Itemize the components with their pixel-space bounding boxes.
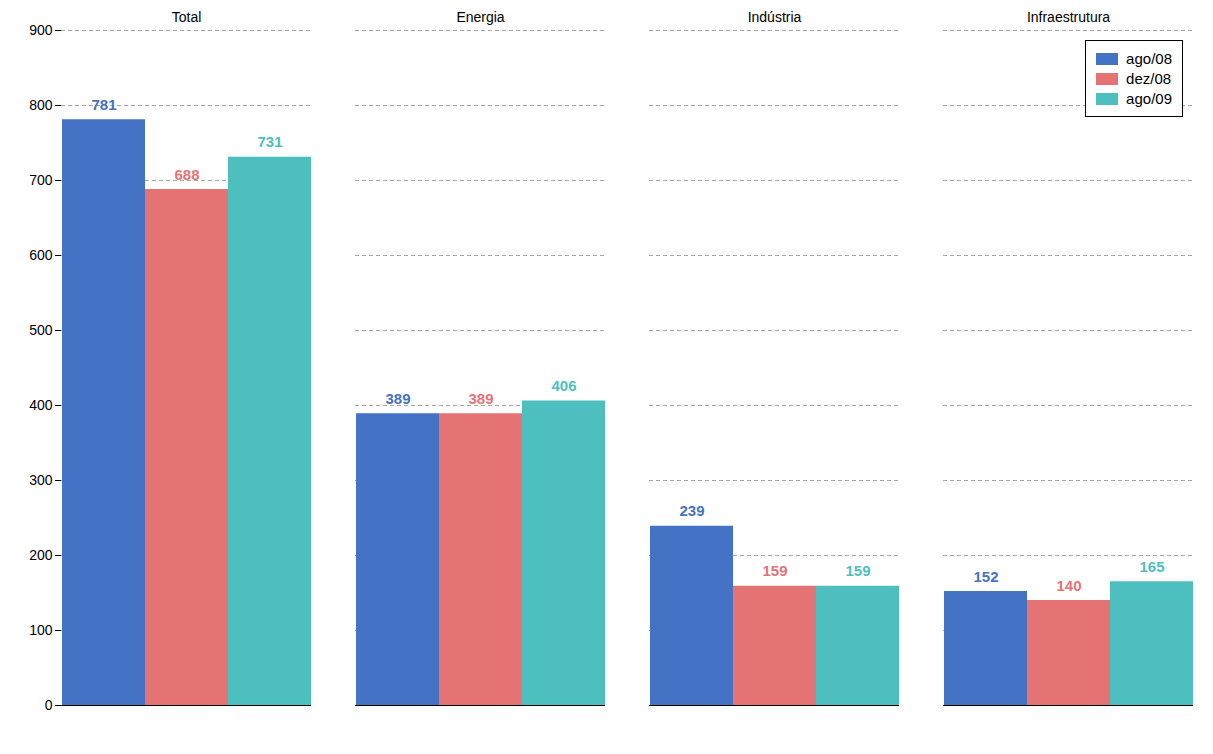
svg-text:Infraestrutura: Infraestrutura <box>1027 9 1110 25</box>
svg-text:900: 900 <box>29 22 53 38</box>
html-text:dez/08: dez/08 <box>1126 70 1172 87</box>
svg-text:239: 239 <box>679 502 704 519</box>
svg-text:731: 731 <box>257 133 282 150</box>
svg-text:688: 688 <box>174 166 199 183</box>
svg-text:389: 389 <box>468 390 493 407</box>
svg-text:159: 159 <box>845 562 870 579</box>
svg-text:140: 140 <box>1056 577 1081 594</box>
svg-text:389: 389 <box>385 390 410 407</box>
svg-text:800: 800 <box>29 97 53 113</box>
svg-text:165: 165 <box>1139 558 1164 575</box>
html-text:ago/08: ago/08 <box>1126 50 1172 67</box>
svg-text:300: 300 <box>29 472 53 488</box>
svg-text:200: 200 <box>29 547 53 563</box>
svg-text:500: 500 <box>29 322 53 338</box>
html-text:ago/09: ago/09 <box>1126 90 1172 107</box>
svg-text:700: 700 <box>29 172 53 188</box>
svg-text:152: 152 <box>973 568 998 585</box>
svg-text:Total: Total <box>172 9 202 25</box>
svg-text:0: 0 <box>45 697 53 713</box>
svg-text:Energia: Energia <box>456 9 504 25</box>
svg-text:400: 400 <box>29 397 53 413</box>
svg-text:100: 100 <box>29 622 53 638</box>
svg-text:781: 781 <box>91 96 116 113</box>
svg-text:Indústria: Indústria <box>748 9 802 25</box>
svg-text:600: 600 <box>29 247 53 263</box>
svg-text:406: 406 <box>551 377 576 394</box>
svg-text:159: 159 <box>762 562 787 579</box>
